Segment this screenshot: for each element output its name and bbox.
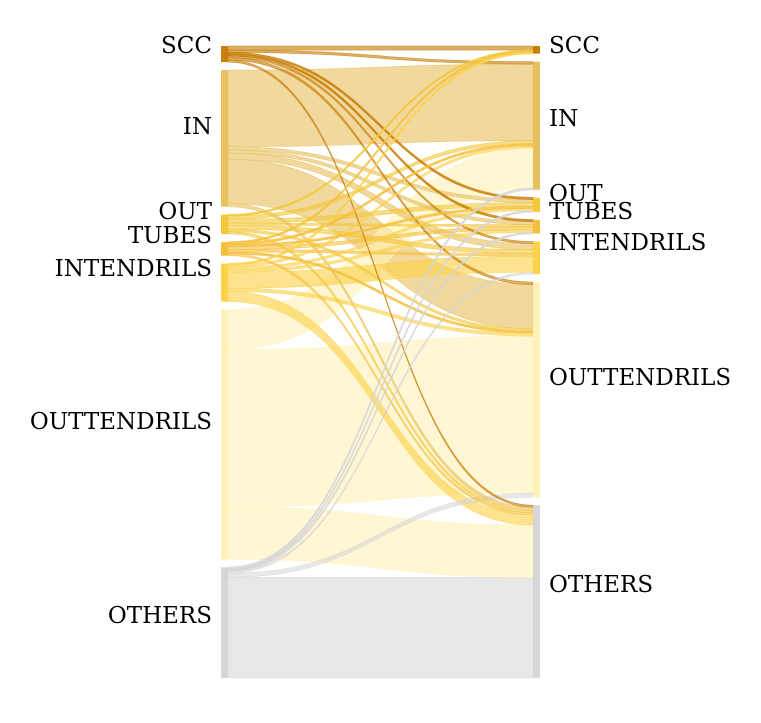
right-node-scc	[533, 46, 540, 54]
right-node-intendrils	[533, 241, 540, 275]
flow-others-to-tubes	[227, 231, 534, 572]
flow-scc-to-scc	[227, 45, 534, 51]
left-node-intendrils	[221, 263, 228, 302]
flow-others-to-others	[227, 577, 534, 679]
flow-others-to-in	[227, 187, 534, 570]
left-label-in: IN	[183, 114, 212, 140]
right-node-outtendrils	[533, 282, 540, 498]
right-label-outtendrils: OUTTENDRILS	[549, 365, 731, 391]
left-label-out: OUT	[158, 199, 212, 225]
right-label-others: OTHERS	[549, 572, 653, 598]
right-label-out: OUT	[549, 181, 603, 207]
left-label-tubes: TUBES	[128, 223, 212, 249]
right-label-in: IN	[549, 106, 578, 132]
left-label-others: OTHERS	[108, 603, 212, 629]
left-node-others	[221, 567, 228, 678]
left-label-outtendrils: OUTTENDRILS	[30, 409, 212, 435]
right-label-intendrils: INTENDRILS	[549, 230, 706, 256]
right-node-others	[533, 505, 540, 678]
left-label-intendrils: INTENDRILS	[55, 256, 212, 282]
flow-others-to-outtendrils	[227, 492, 534, 578]
left-node-out	[221, 214, 228, 234]
flow-outtendrils-to-others	[227, 506, 534, 578]
right-label-scc: SCC	[549, 33, 600, 59]
nodes-layer	[221, 46, 540, 678]
left-label-scc: SCC	[161, 33, 212, 59]
right-node-tubes	[533, 219, 540, 234]
right-node-in	[533, 61, 540, 190]
labels-layer: SCCINOUTTUBESINTENDRILSOUTTENDRILSOTHERS…	[30, 33, 731, 629]
left-node-tubes	[221, 241, 228, 256]
left-node-outtendrils	[221, 309, 228, 560]
right-label-tubes: TUBES	[549, 199, 633, 225]
left-node-scc	[221, 46, 228, 63]
left-node-in	[221, 70, 228, 207]
flows-layer	[227, 45, 534, 679]
right-node-out	[533, 197, 540, 212]
